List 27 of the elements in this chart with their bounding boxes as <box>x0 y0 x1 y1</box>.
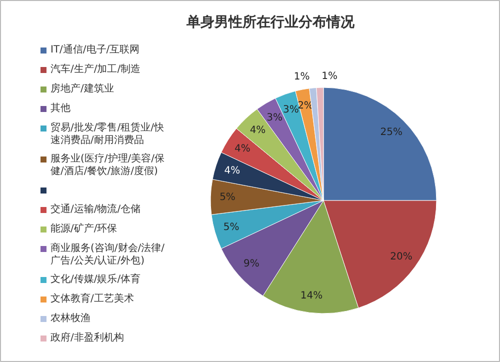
data-label: 14% <box>300 290 323 302</box>
legend-label: 房地产/建筑业 <box>50 82 114 94</box>
data-label: 9% <box>244 258 260 270</box>
legend-label: 贸易/批发/零售/租赁业/快速消费品/耐用消费品 <box>50 122 164 146</box>
data-label: 3% <box>283 104 299 116</box>
data-label: 4% <box>224 165 240 176</box>
legend-label: 交通/运输/物流/仓储 <box>50 203 141 215</box>
data-label: 4% <box>234 144 250 155</box>
data-label: 5% <box>220 192 236 203</box>
legend-label: 汽车/生产/加工/制造 <box>50 63 141 75</box>
legend-label: 能源/矿产/环保 <box>50 222 118 234</box>
data-label: 4% <box>250 124 266 136</box>
data-label: 3% <box>266 112 283 124</box>
data-label: 1% <box>294 71 310 82</box>
data-label: 20% <box>390 251 412 262</box>
data-label: 1% <box>322 70 338 82</box>
legend-label: 政府/非盈利机构 <box>50 332 124 344</box>
legend-label: 农林牧渔 <box>50 312 90 324</box>
legend-label: 服务业(医疗/护理/美容/保健/酒店/餐饮/旅游/度假) <box>50 152 165 178</box>
legend-label: IT/通信/电子/互联网 <box>50 44 140 56</box>
legend-label: 文化/传媒/娱乐/体育 <box>50 273 141 285</box>
legend-label: 商业服务(咨询/财会/法律/广告/公关/认证/外包) <box>50 242 166 267</box>
data-label: 25% <box>380 127 403 138</box>
data-label: 5% <box>223 222 240 233</box>
legend-label: 其他 <box>50 102 70 114</box>
chart-title: 单身男性所在行业分布情况 <box>186 14 356 30</box>
legend-label: 文体教育/工艺美术 <box>50 292 134 304</box>
